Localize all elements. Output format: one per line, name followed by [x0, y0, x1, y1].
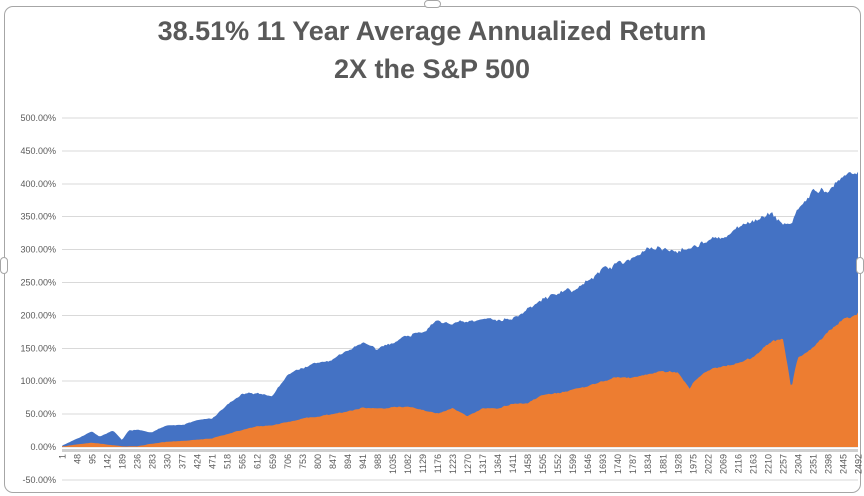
x-axis-tick-label: 2492 — [854, 454, 864, 474]
x-axis-tick-label: 565 — [238, 454, 248, 469]
y-axis-tick-label: 350.00% — [20, 212, 56, 222]
x-axis-tick-label: 1646 — [583, 454, 593, 474]
x-axis-tick-label: 1270 — [463, 454, 473, 474]
x-axis-tick-label: 1458 — [523, 454, 533, 474]
x-axis-tick-label: 2351 — [808, 454, 818, 474]
y-axis-tick-label: 300.00% — [20, 245, 56, 255]
category-axis-line — [62, 449, 858, 452]
x-axis-tick-label: 2210 — [763, 454, 773, 474]
x-axis-tick-label: 2022 — [703, 454, 713, 474]
y-axis-tick-label: 0.00% — [30, 442, 56, 452]
x-axis-tick-label: 2163 — [748, 454, 758, 474]
x-axis-tick-label: 1787 — [628, 454, 638, 474]
x-axis-tick-label: 48 — [73, 454, 83, 464]
x-axis-tick-label: 1599 — [568, 454, 578, 474]
y-axis-tick-label: 50.00% — [25, 409, 56, 419]
x-axis-tick-label: 988 — [373, 454, 383, 469]
x-axis-tick-label: 518 — [223, 454, 233, 469]
x-axis-tick-label: 659 — [268, 454, 278, 469]
x-axis-tick-label: 847 — [328, 454, 338, 469]
x-axis-tick-label: 1223 — [448, 454, 458, 474]
y-axis-tick-label: 200.00% — [20, 310, 56, 320]
x-axis-tick-label: 1693 — [598, 454, 608, 474]
x-axis-tick-label: 471 — [208, 454, 218, 469]
chart-resize-handle-top[interactable] — [424, 0, 441, 8]
chart-title-line1: 38.51% 11 Year Average Annualized Return — [157, 16, 707, 46]
chart-resize-handle-left[interactable] — [0, 257, 8, 274]
y-axis-tick-label: 250.00% — [20, 278, 56, 288]
x-axis-tick-label: 1881 — [658, 454, 668, 474]
x-axis-tick-label: 2304 — [793, 454, 803, 474]
x-axis-tick-label: 1 — [58, 454, 68, 459]
series-area-orange[interactable] — [62, 312, 858, 447]
x-axis-tick-label: 1505 — [538, 454, 548, 474]
x-axis-tick-label: 753 — [298, 454, 308, 469]
x-axis-tick-label: 1740 — [613, 454, 623, 474]
x-axis-tick-label: 1317 — [478, 454, 488, 474]
x-axis-tick-label: 1928 — [673, 454, 683, 474]
x-axis-tick-label: 2257 — [778, 454, 788, 474]
x-axis-tick-label: 95 — [88, 454, 98, 464]
y-axis-tick-label: 400.00% — [20, 179, 56, 189]
y-axis-tick-label: 100.00% — [20, 376, 56, 386]
x-axis-tick-label: 283 — [148, 454, 158, 469]
x-axis-tick-label: 1129 — [418, 454, 428, 473]
y-axis-tick-label: -50.00% — [22, 475, 56, 485]
x-axis-tick-label: 1176 — [433, 454, 443, 473]
x-axis-tick-label: 894 — [343, 454, 353, 469]
x-axis-tick-label: 330 — [163, 454, 173, 469]
x-axis-tick-label: 1834 — [643, 454, 653, 474]
chart-resize-handle-right[interactable] — [856, 257, 864, 274]
x-axis-tick-label: 1364 — [493, 454, 503, 474]
x-axis-tick-label: 2398 — [823, 454, 833, 474]
x-axis-tick-label: 2116 — [733, 454, 743, 473]
y-axis-tick-label: 450.00% — [20, 146, 56, 156]
x-axis-tick-label: 2069 — [718, 454, 728, 474]
chart-title-line2: 2X the S&P 500 — [333, 54, 531, 84]
x-axis-tick-label: 1411 — [508, 454, 518, 473]
x-axis-tick-label: 800 — [313, 454, 323, 469]
x-axis-tick-label: 706 — [283, 454, 293, 469]
x-axis-tick-label: 236 — [133, 454, 143, 469]
x-axis-tick-label: 1552 — [553, 454, 563, 474]
x-axis-tick-label: 377 — [178, 454, 188, 469]
x-axis-tick-label: 941 — [358, 454, 368, 469]
x-axis-tick-label: 424 — [193, 454, 203, 469]
x-axis-tick-label: 1975 — [688, 454, 698, 474]
x-axis-tick-label: 142 — [103, 454, 113, 469]
chart-title[interactable]: 38.51% 11 Year Average Annualized Return… — [0, 12, 864, 88]
x-axis-tick-label: 1035 — [388, 454, 398, 474]
x-axis-tick-label: 612 — [253, 454, 263, 469]
y-axis-tick-label: 150.00% — [20, 343, 56, 353]
x-axis-tick-label: 1082 — [403, 454, 413, 474]
y-axis-tick-label: 500.00% — [20, 113, 56, 123]
x-axis-tick-label: 189 — [118, 454, 128, 469]
x-axis-tick-label: 2445 — [838, 454, 848, 474]
